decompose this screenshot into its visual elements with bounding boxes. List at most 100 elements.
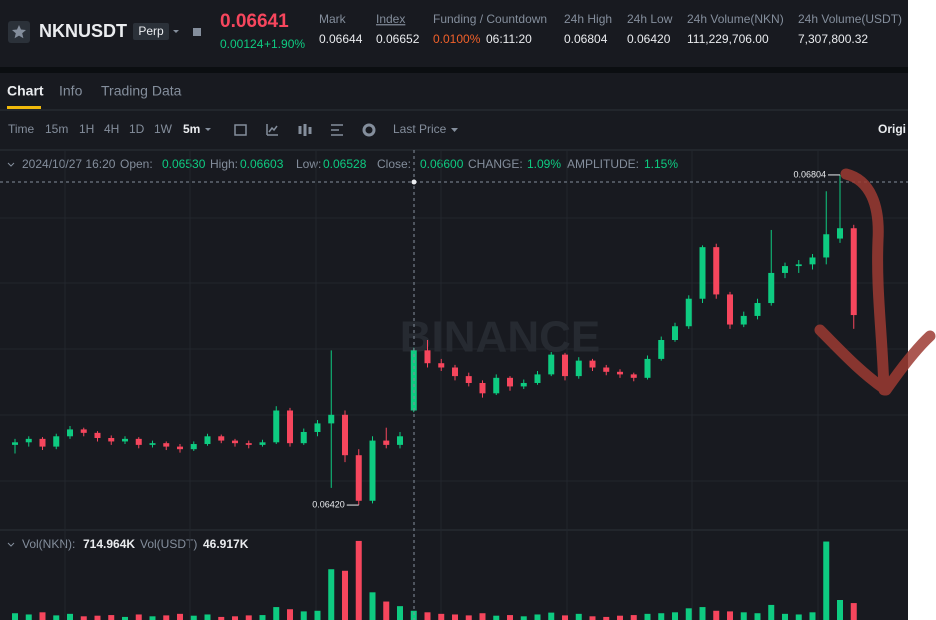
candle-body	[782, 266, 788, 273]
candle-body	[837, 228, 843, 239]
volume-bar	[520, 616, 527, 620]
interval[interactable]: 1H	[79, 122, 94, 136]
stat-label: 24h High	[564, 12, 612, 26]
candle-body	[465, 376, 472, 383]
volume-bar	[177, 613, 183, 620]
price-type[interactable]: Last Price	[393, 122, 447, 136]
candle-body	[25, 438, 32, 443]
plot: 0.06804 0.06420	[12, 169, 857, 620]
original-button[interactable]: Origi	[878, 122, 906, 136]
volume-bar	[108, 615, 115, 620]
layout-icon[interactable]	[331, 124, 343, 136]
volume-bar	[259, 615, 266, 620]
stat-label: 24h Low	[627, 12, 673, 26]
candle-body	[699, 247, 706, 299]
candle-body	[617, 371, 623, 375]
calendar-icon[interactable]	[234, 124, 247, 136]
collapse-icon[interactable]	[7, 162, 15, 167]
volume-value: 714.964K	[83, 537, 135, 551]
dropdown-icon[interactable]	[205, 128, 211, 131]
funding-rate: 0.0100%	[433, 32, 481, 46]
volume-bar	[39, 612, 46, 620]
candle-body	[80, 429, 87, 433]
volume-bar	[740, 612, 747, 620]
volume-bar	[837, 600, 843, 620]
volume-bar	[603, 616, 610, 620]
candle-body	[493, 377, 500, 394]
settings-icon[interactable]	[362, 123, 376, 137]
volume-label: Vol(USDT)	[140, 537, 197, 551]
candle-body	[740, 315, 747, 325]
volume-value: 46.917K	[203, 537, 249, 551]
candle-body	[672, 326, 678, 340]
volume-bar	[355, 540, 362, 620]
volume-bar	[67, 613, 73, 620]
candle-body	[562, 354, 568, 377]
candle-body	[108, 438, 115, 442]
volume-bar	[768, 604, 775, 620]
candle-body	[768, 272, 775, 304]
info-icon[interactable]	[193, 28, 201, 36]
candle-body	[383, 440, 390, 445]
indicator-icon[interactable]	[266, 124, 278, 136]
candle-body	[259, 442, 266, 445]
ohlc-label: CHANGE:	[468, 157, 523, 171]
volume-bar	[245, 615, 252, 620]
ohlc-label: High:	[210, 157, 238, 171]
candle-body	[135, 438, 142, 445]
volume-bar	[809, 612, 816, 620]
volume-bar	[204, 614, 211, 620]
interval[interactable]: 4H	[104, 122, 119, 136]
badge-bg	[133, 23, 169, 40]
candle-body	[795, 264, 802, 267]
volume-bar	[149, 616, 156, 620]
candle-body	[232, 440, 238, 444]
volume-bar	[25, 614, 32, 620]
volume-bar	[754, 613, 761, 620]
dropdown-icon[interactable]	[451, 128, 458, 132]
candle-body	[245, 443, 252, 445]
tab[interactable]: Trading Data	[101, 83, 182, 99]
candle-body	[342, 414, 348, 456]
margin	[908, 0, 936, 620]
volume-bar	[218, 616, 225, 620]
tab-underline	[7, 106, 41, 109]
volume-bar	[410, 610, 417, 620]
candle-date: 2024/10/27 16:20	[22, 157, 116, 171]
volume-bar	[53, 615, 60, 620]
candle-body	[438, 363, 445, 368]
candle-body	[507, 377, 513, 387]
volume-label: Vol(NKN):	[22, 537, 75, 551]
volume-bar	[314, 610, 321, 620]
interval[interactable]: 1D	[129, 122, 145, 136]
interval[interactable]: 15m	[45, 122, 68, 136]
volume-bar	[795, 614, 802, 620]
candle-icon[interactable]	[298, 124, 312, 136]
last-price: 0.06641	[220, 11, 289, 32]
interval[interactable]: 1W	[154, 122, 173, 136]
tab[interactable]: Info	[59, 83, 83, 99]
stat-label[interactable]: Index	[376, 12, 405, 26]
interval[interactable]: Time	[8, 122, 35, 136]
volume-bar	[465, 615, 472, 620]
volume-bar	[135, 614, 142, 620]
tab[interactable]: Chart	[7, 83, 44, 99]
volume-bar	[630, 615, 637, 620]
candle-body	[149, 443, 156, 445]
symbol[interactable]: NKNUSDT	[39, 21, 127, 41]
candle-body	[94, 432, 101, 439]
candle-body	[12, 442, 18, 445]
volume-bar	[328, 569, 335, 620]
candle-body	[589, 360, 596, 368]
ohlc-label: Low:	[296, 157, 321, 171]
volume-bar	[342, 570, 348, 620]
collapse-icon[interactable]	[7, 542, 15, 547]
volume-bar	[850, 603, 857, 620]
candle-body	[355, 455, 362, 501]
dropdown-icon[interactable]	[173, 30, 179, 33]
volume-bar	[190, 615, 197, 620]
volume-bar	[424, 612, 431, 620]
interval-active[interactable]: 5m	[183, 122, 200, 136]
candle-body	[644, 358, 651, 378]
